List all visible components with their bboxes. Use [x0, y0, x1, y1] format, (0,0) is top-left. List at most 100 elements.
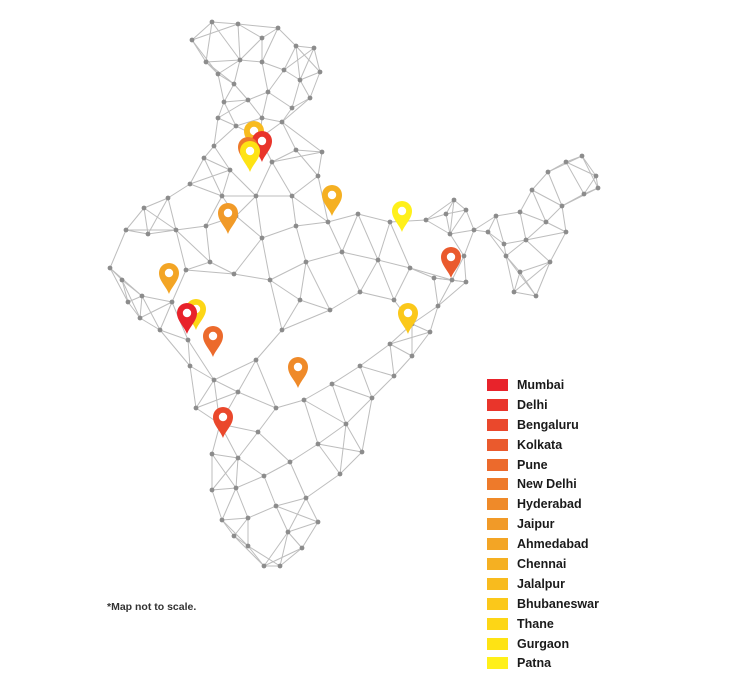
- network-edge: [389, 343, 413, 357]
- network-node: [423, 217, 429, 223]
- legend-label: Jalalpur: [517, 576, 565, 591]
- network-edge: [339, 423, 347, 475]
- network-edge: [221, 169, 231, 197]
- network-edge: [167, 197, 177, 231]
- network-edge: [235, 475, 265, 489]
- legend-swatch: [487, 438, 508, 451]
- city-markers: [159, 121, 461, 438]
- network-edge: [185, 269, 235, 275]
- network-node: [265, 89, 271, 95]
- network-node: [369, 395, 375, 401]
- network-edge: [565, 161, 585, 195]
- network-edge: [531, 189, 563, 207]
- network-edge: [239, 59, 263, 63]
- network-edge: [211, 453, 239, 459]
- network-node: [231, 533, 237, 539]
- network-edge: [237, 23, 263, 39]
- network-edge: [247, 505, 277, 519]
- network-edge: [191, 23, 239, 41]
- network-edge: [295, 45, 315, 49]
- network-edge: [125, 229, 149, 235]
- network-edge: [141, 295, 173, 303]
- network-edge: [495, 215, 505, 245]
- network-node: [391, 373, 397, 379]
- network-node: [315, 173, 321, 179]
- network-node: [187, 363, 193, 369]
- network-nodes: [107, 19, 601, 569]
- network-edge: [261, 61, 269, 93]
- network-node: [261, 563, 267, 569]
- network-edge: [257, 431, 291, 463]
- network-node: [303, 259, 309, 265]
- network-edge: [309, 71, 321, 99]
- network-edge: [329, 291, 361, 311]
- network-edge: [281, 299, 301, 331]
- network-edge: [565, 155, 583, 163]
- network-node: [529, 187, 535, 193]
- network-edge: [295, 225, 307, 263]
- legend-swatch: [487, 637, 508, 650]
- network-edge: [581, 155, 597, 177]
- network-node: [511, 289, 517, 295]
- map-pin-icon: [213, 407, 233, 438]
- network-edge: [187, 339, 191, 367]
- network-node: [253, 357, 259, 363]
- network-edge: [425, 219, 451, 235]
- network-node: [119, 277, 125, 283]
- network-node: [287, 459, 293, 465]
- network-edge: [269, 279, 283, 331]
- network-edge: [221, 519, 249, 547]
- legend-label: Kolkata: [517, 437, 563, 452]
- network-edge: [121, 279, 129, 303]
- network-edge: [317, 151, 323, 177]
- network-edge: [263, 531, 289, 567]
- legend-swatch: [487, 597, 508, 610]
- network-node: [203, 223, 209, 229]
- network-edge: [299, 47, 315, 81]
- network-edge: [409, 267, 435, 279]
- network-edge: [189, 365, 197, 409]
- legend-item: Hyderabad: [487, 494, 687, 514]
- legend-item: Patna: [487, 653, 687, 673]
- network-node: [595, 185, 601, 191]
- network-edge: [295, 221, 329, 227]
- network-node: [227, 167, 233, 173]
- network-edge: [377, 259, 411, 269]
- network-edge: [159, 329, 189, 341]
- network-edge: [291, 79, 301, 109]
- network-edge: [281, 121, 297, 151]
- network-node: [297, 77, 303, 83]
- network-edge: [175, 225, 207, 231]
- network-edge: [281, 121, 323, 153]
- network-edge: [317, 443, 341, 475]
- network-edge: [171, 269, 187, 303]
- network-edge: [331, 365, 361, 385]
- network-edge: [545, 221, 567, 233]
- network-edge: [127, 295, 143, 303]
- network-edge: [205, 225, 211, 263]
- network-edge: [437, 281, 467, 307]
- network-edge: [275, 505, 289, 533]
- legend-item: Ahmedabad: [487, 534, 687, 554]
- network-edge: [205, 21, 213, 63]
- network-node: [463, 279, 469, 285]
- network-edge: [237, 457, 265, 477]
- network-node: [123, 227, 129, 233]
- network-edge: [291, 175, 319, 197]
- network-node: [201, 155, 207, 161]
- network-edge: [279, 531, 289, 567]
- network-node: [259, 235, 265, 241]
- network-edge: [331, 383, 347, 425]
- network-edge: [275, 399, 305, 409]
- network-edge: [525, 221, 547, 241]
- network-node: [275, 25, 281, 31]
- network-node: [231, 81, 237, 87]
- network-edge: [235, 457, 239, 489]
- network-node: [547, 259, 553, 265]
- network-edge: [159, 329, 191, 367]
- network-node: [221, 99, 227, 105]
- network-edge: [189, 169, 231, 185]
- network-edge: [287, 531, 303, 549]
- network-edge: [127, 301, 141, 319]
- network-node: [339, 249, 345, 255]
